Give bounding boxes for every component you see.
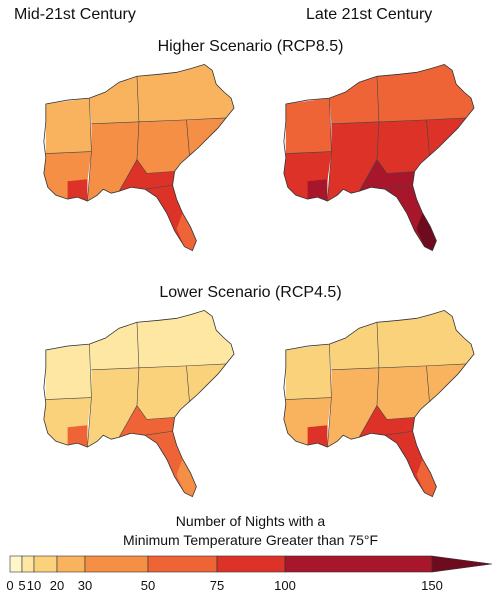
map-region [376, 64, 475, 122]
state-border [426, 119, 430, 156]
map-mid-century-lower [28, 308, 238, 503]
map-region [119, 405, 175, 438]
map-region [416, 212, 437, 251]
legend-tick-label: 20 [50, 578, 64, 593]
legend-title: Number of Nights with a Minimum Temperat… [0, 512, 501, 550]
state-border [136, 405, 175, 420]
region-outline [43, 63, 235, 252]
state-border [384, 430, 413, 436]
legend-swatch [9, 555, 23, 573]
map-region [89, 322, 139, 370]
region-outline [283, 309, 475, 498]
map-region [307, 425, 328, 448]
legend-tick-label: 5 [18, 578, 25, 593]
map-region [416, 458, 437, 497]
map-region [359, 159, 415, 192]
map-region [136, 310, 235, 368]
map-region [87, 367, 139, 448]
map-late-century-lower [268, 308, 478, 503]
scenario-title-lower: Lower Scenario (RCP4.5) [159, 284, 342, 301]
legend-swatch [147, 555, 218, 573]
state-border [118, 76, 140, 192]
region-outline [43, 309, 235, 498]
color-legend: 0 5 10 20 30 50 75 100 150 [6, 555, 493, 593]
map-region [359, 405, 415, 438]
map-region [119, 159, 175, 192]
state-border [384, 184, 413, 190]
legend-tick-label: 30 [78, 578, 92, 593]
legend-swatch [56, 555, 86, 573]
map-region [45, 98, 92, 154]
state-border [331, 117, 467, 125]
map-late-century-higher [268, 62, 478, 257]
map-region [67, 179, 88, 202]
legend-tick-label: 50 [141, 578, 155, 593]
state-border [45, 151, 92, 154]
map-mid-century-higher [28, 62, 238, 257]
map-region [376, 363, 467, 420]
state-border [285, 397, 332, 400]
map-region [329, 322, 379, 370]
state-border [186, 365, 190, 402]
legend-swatch [33, 555, 58, 573]
state-border [376, 405, 415, 420]
legend-swatch [84, 555, 149, 573]
column-title-mid-century: Mid-21st Century [14, 6, 136, 23]
legend-swatch [284, 555, 433, 573]
legend-tick-label: 75 [210, 578, 224, 593]
legend-tick-label: 100 [274, 578, 296, 593]
legend-swatch [216, 555, 286, 573]
map-region [307, 179, 328, 202]
state-border [45, 397, 92, 400]
state-border [358, 76, 380, 192]
state-border [426, 365, 430, 402]
state-border [118, 322, 140, 438]
map-region [136, 117, 227, 174]
map-region [87, 121, 139, 202]
state-border [376, 159, 415, 174]
state-border [136, 159, 175, 174]
map-region [136, 64, 235, 122]
state-border [144, 184, 173, 190]
map-region [176, 458, 197, 497]
state-border [91, 117, 227, 125]
map-region [327, 367, 379, 448]
map-region [285, 344, 332, 400]
region-outline [283, 63, 475, 252]
map-region [376, 117, 467, 174]
map-region [376, 310, 475, 368]
state-border [91, 363, 227, 371]
map-region [285, 98, 332, 154]
state-border [144, 430, 173, 436]
legend-tick-label: 10 [27, 578, 41, 593]
legend-swatch [21, 555, 35, 573]
map-region [329, 76, 379, 124]
scenario-title-higher: Higher Scenario (RCP8.5) [157, 38, 344, 55]
map-region [327, 121, 379, 202]
state-border [331, 363, 467, 371]
map-region [45, 344, 92, 400]
legend-tick-label: 150 [421, 578, 443, 593]
legend-overflow-arrow [431, 555, 493, 573]
legend-tick-label: 0 [6, 578, 13, 593]
state-border [285, 151, 332, 154]
state-border [327, 344, 332, 448]
state-border [358, 322, 380, 438]
state-border [186, 119, 190, 156]
map-region [89, 76, 139, 124]
state-border [327, 98, 332, 202]
map-region [136, 363, 227, 420]
column-title-late-century: Late 21st Century [306, 6, 433, 23]
legend-title-line2: Minimum Temperature Greater than 75°F [122, 532, 379, 548]
legend-title-line1: Number of Nights with a [175, 513, 326, 529]
map-region [67, 425, 88, 448]
map-region [176, 212, 197, 251]
